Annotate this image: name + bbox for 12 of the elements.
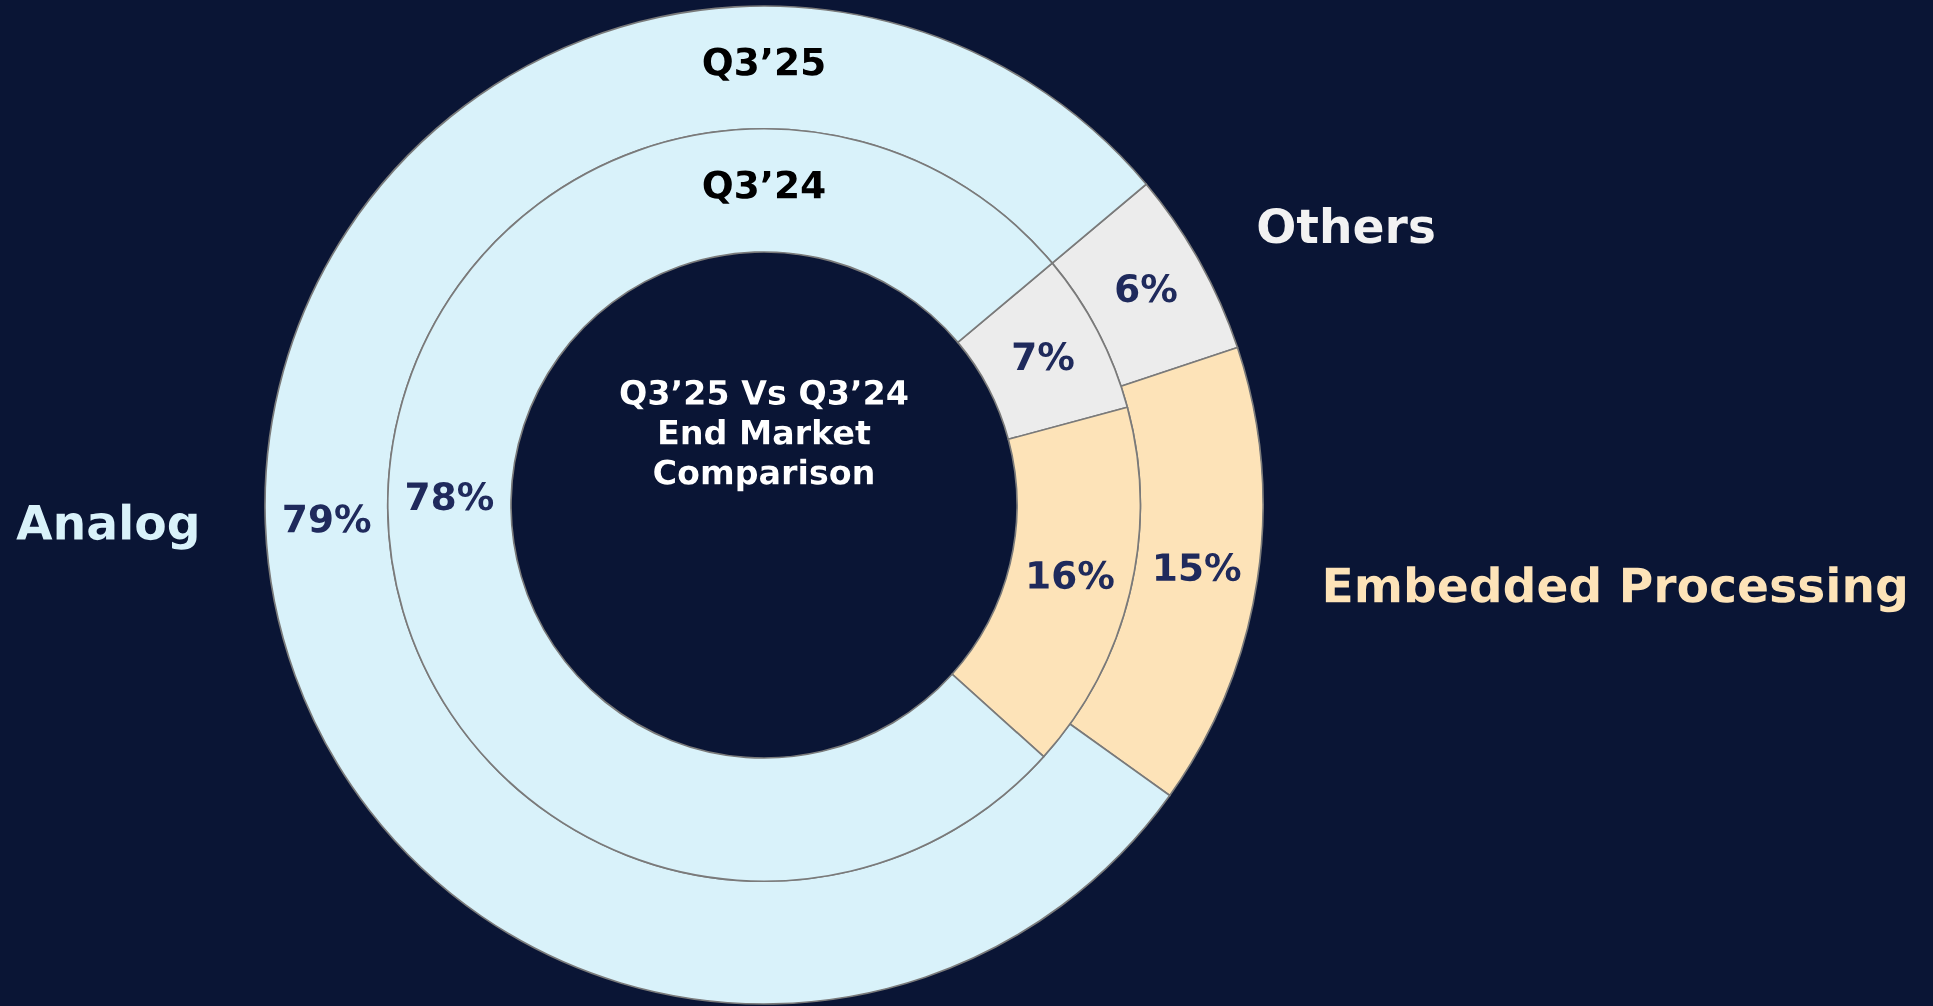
slice-label: Embedded Processing [1325, 566, 1905, 613]
data-label: 7% [1013, 342, 1074, 371]
data-label: 6% [1116, 274, 1177, 303]
slice-label: Q3’25 [703, 47, 824, 81]
data-label: 78% [407, 482, 494, 511]
data-label: 16% [1029, 560, 1114, 590]
data-label: 79% [284, 504, 371, 533]
text: Q3’25 Vs Q3’24 End Market Comparison [620, 379, 908, 492]
slice-label: Analog [16, 503, 197, 550]
slice-label: Others [1258, 207, 1434, 244]
slice-label: Q3’24 [703, 170, 825, 204]
data-label: 15% [1156, 552, 1241, 582]
